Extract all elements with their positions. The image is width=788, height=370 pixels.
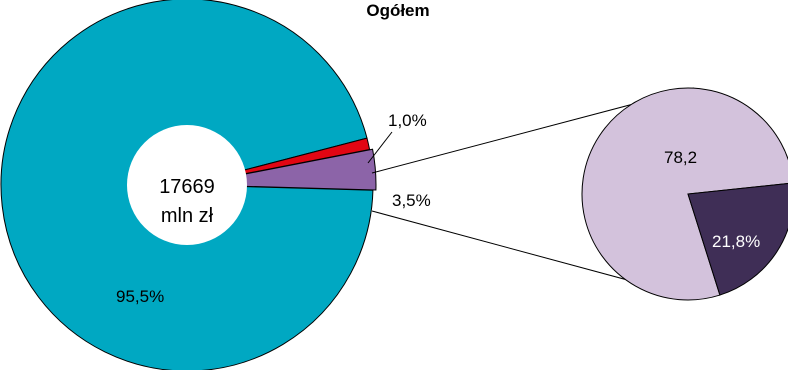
- sub-slice-21-8: [687, 182, 788, 296]
- center-hole: [127, 125, 247, 245]
- label-1-0: 1,0%: [388, 111, 427, 130]
- sub-label-78-2: 78,2: [664, 148, 697, 167]
- sub-pie: [581, 87, 788, 301]
- label-95-5: 95,5%: [116, 287, 164, 306]
- center-total-unit: mln zł: [161, 205, 214, 227]
- sub-slice-78-2: [581, 87, 788, 301]
- sub-label-21-8: 21,8%: [712, 232, 760, 251]
- center-total-value: 17669: [159, 176, 215, 198]
- leader-line-1-0: [367, 131, 393, 164]
- chart-title: Ogółem: [366, 1, 429, 20]
- label-3-5: 3,5%: [392, 191, 431, 210]
